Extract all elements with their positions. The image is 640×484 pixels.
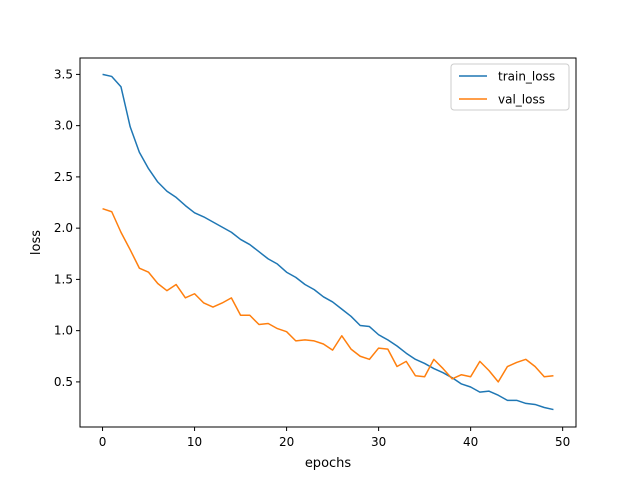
y-tick-label: 1.0 [54,324,73,338]
y-tick-label: 3.5 [54,67,73,81]
train-loss-line [102,73,554,411]
series-layer [102,73,554,411]
x-axis-label: epochs [305,456,352,471]
plot-area-frame [79,57,577,428]
y-axis-label: loss [29,230,44,255]
y-tick-label: 0.5 [54,375,73,389]
y-tick-label: 1.5 [54,272,73,286]
val-loss-line [102,207,554,383]
x-tick-label: 20 [279,435,294,449]
legend-label-train-loss: train_loss [498,70,555,84]
x-tick-label: 10 [187,435,202,449]
x-tick-label: 50 [555,435,570,449]
x-axis-ticks: 0 10 20 30 40 50 [99,427,570,449]
y-axis-ticks: 0.5 1.0 1.5 2.0 2.5 3.0 3.5 [54,67,80,389]
x-tick-label: 0 [99,435,107,449]
x-tick-label: 40 [463,435,478,449]
y-tick-label: 2.5 [54,170,73,184]
y-tick-label: 3.0 [54,119,73,133]
legend-label-val-loss: val_loss [498,93,545,107]
x-tick-label: 30 [371,435,386,449]
legend: train_loss val_loss [450,63,570,111]
y-tick-label: 2.0 [54,221,73,235]
